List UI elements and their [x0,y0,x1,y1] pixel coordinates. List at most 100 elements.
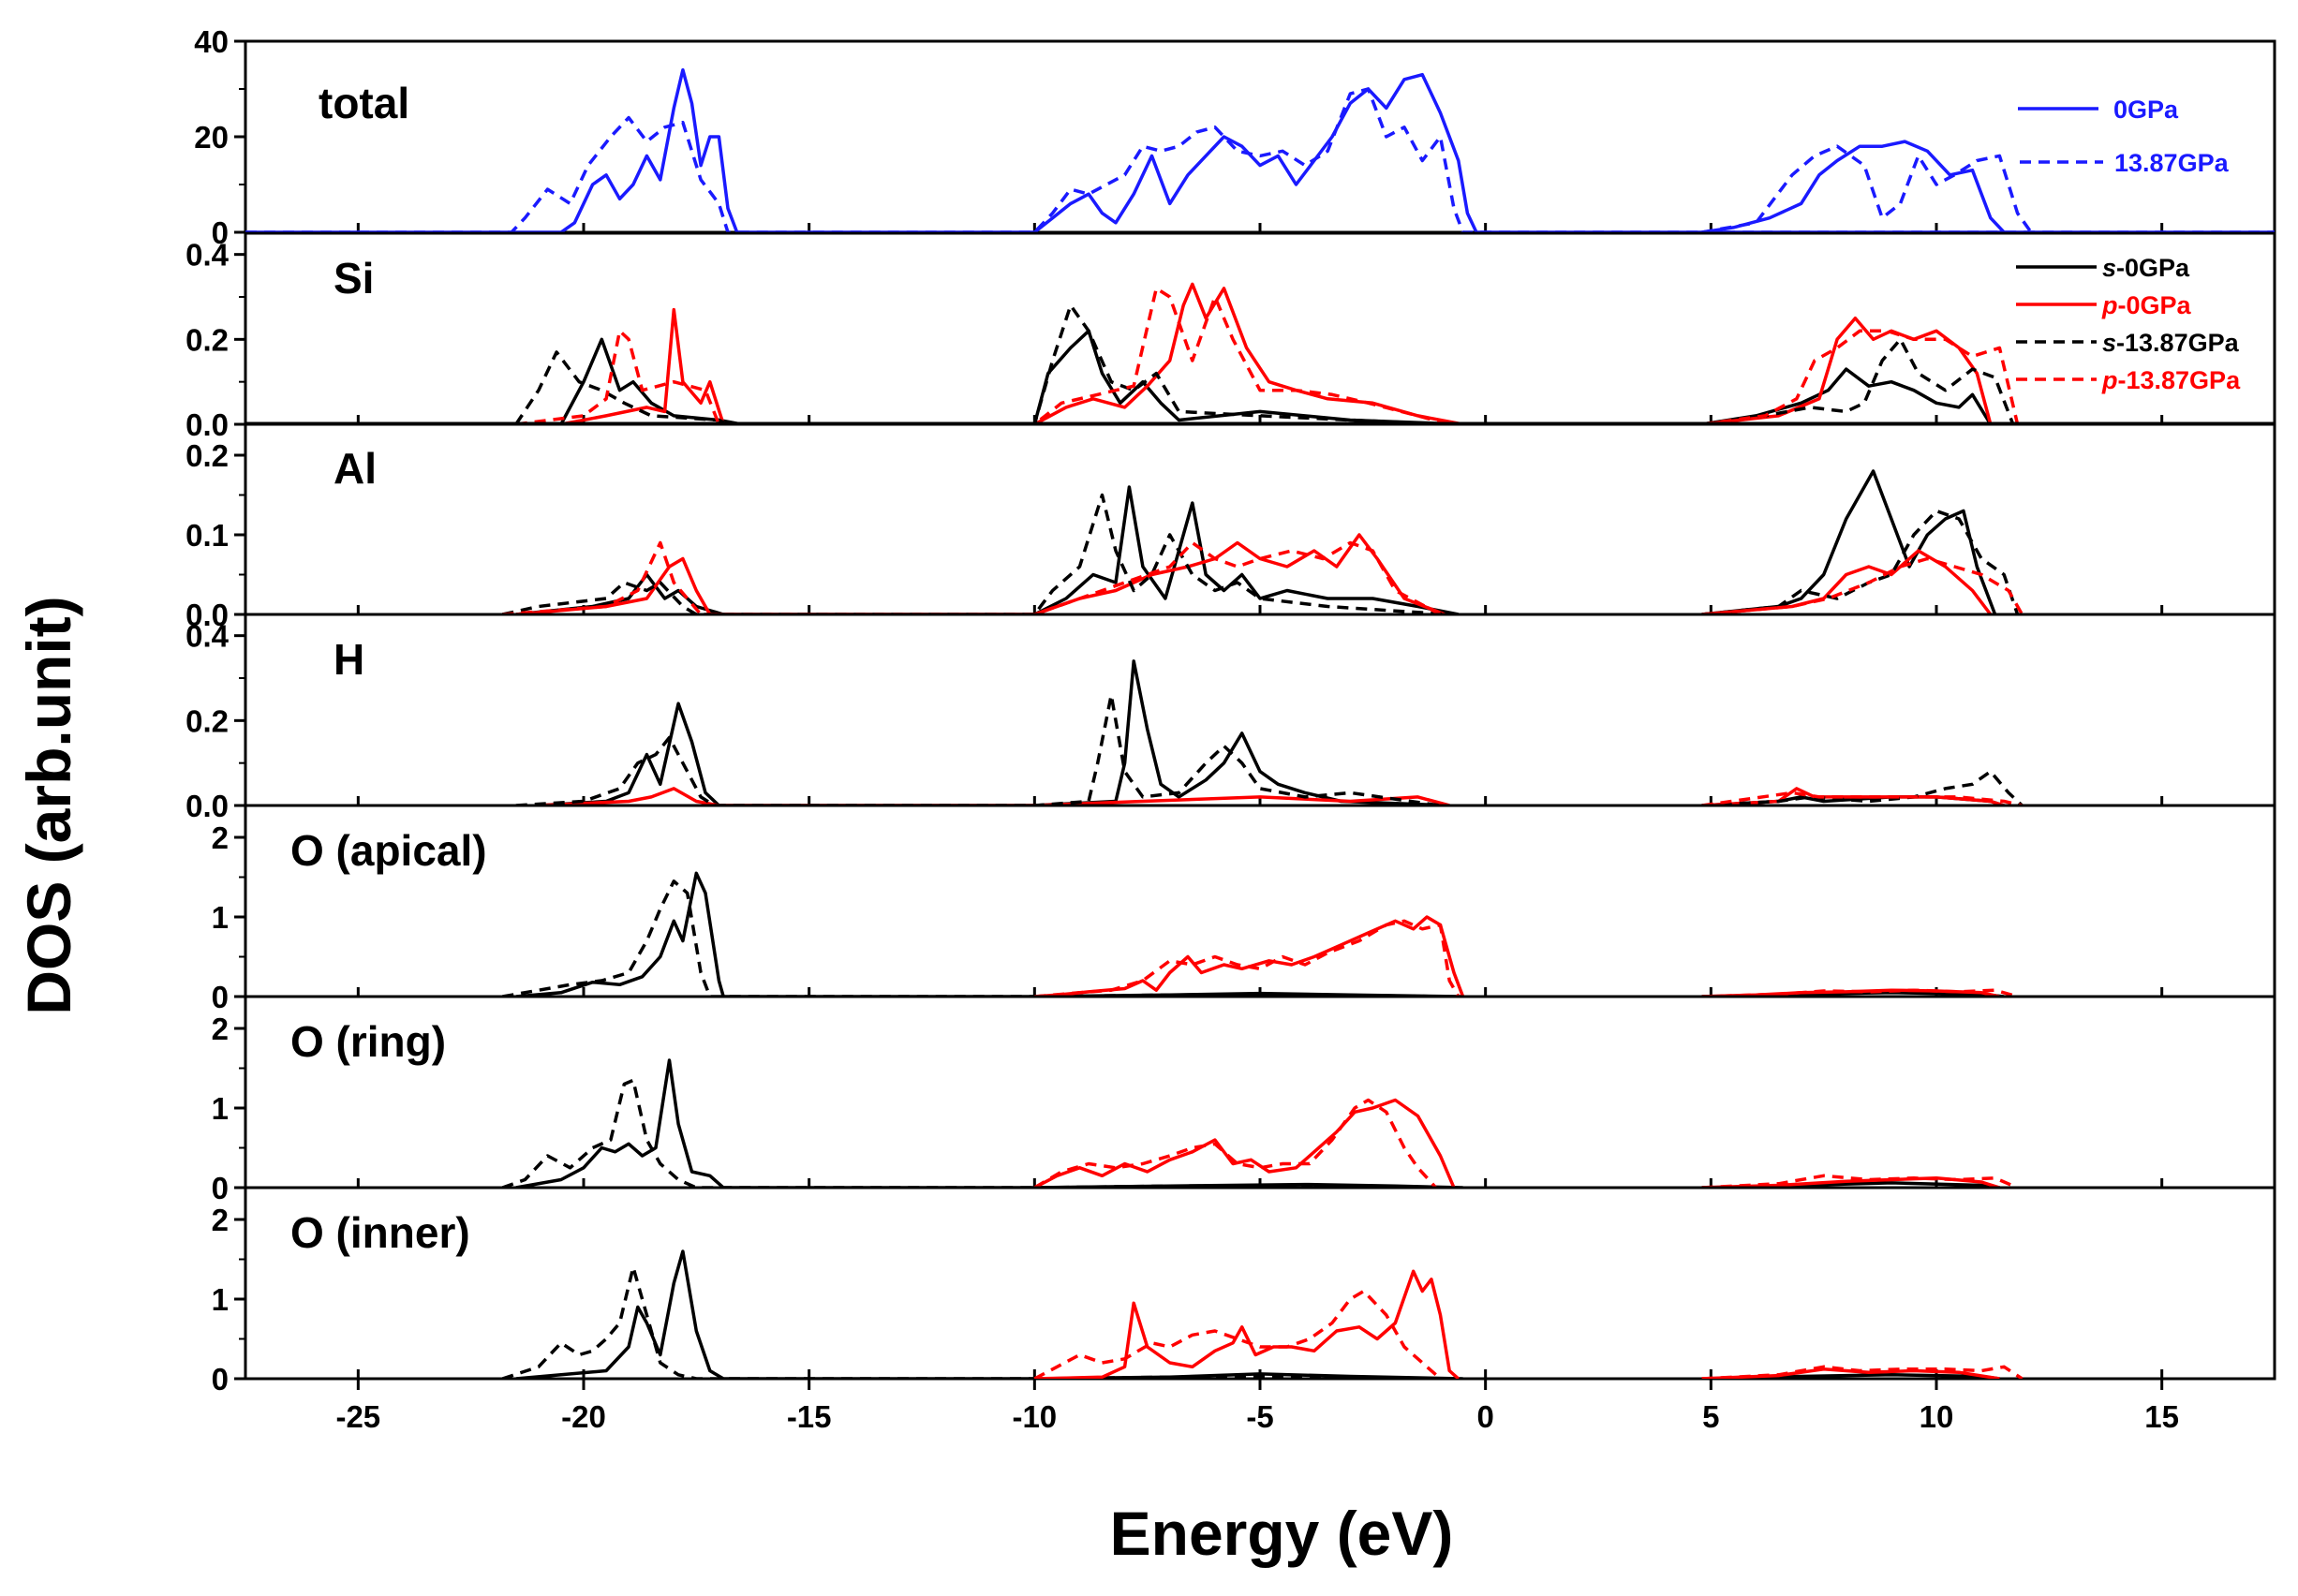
panel-label: Al [334,444,377,493]
x-tick-label: 15 [2144,1399,2179,1434]
series-p-13.87GPa [1701,791,2023,805]
y-axis-title: DOS (arb.unit) [14,596,83,1014]
panel-frame [244,1186,2276,1381]
panel-Al: 0.0 0.1 0.2 Al [185,421,2276,632]
series-s-13.87GPa [1701,509,2020,614]
y-tick-label: 0.4 [185,238,230,273]
series-s-13.87GPa [1701,337,2015,424]
panel-frame [244,421,2276,616]
legend-label: p-0GPa [2101,291,2192,319]
series-s-13.87GPa [514,303,1450,424]
y-tick-label: 20 [194,120,229,155]
legend-suffix: -13.87GPa [2118,366,2242,394]
series-s-0GPa [515,871,1463,997]
series-p-0GPa [515,533,1446,614]
series-p-0GPa [1034,915,1465,997]
y-tick-label: 2 [212,820,229,855]
series-0GPa [1701,140,2006,232]
series-s-13.87GPa [501,1265,1450,1379]
legend-prefix: s [2102,329,2116,357]
series-p-13.87GPa [1034,919,1460,997]
x-tick-label: -5 [1246,1399,1273,1434]
x-tick-label: -20 [561,1399,606,1434]
series-p-13.87GPa [515,287,1450,424]
series-group [501,1249,2024,1379]
x-tick-label: -15 [787,1399,832,1434]
series-s-0GPa [538,659,1450,805]
series-s-13.87GPa [501,1078,1450,1188]
y-tick-label: 0.1 [185,518,229,553]
panel-label: H [334,635,364,684]
series-group [502,871,2019,997]
series-p-13.87GPa [1701,329,2020,424]
y-tick-label: 0.4 [185,619,230,654]
y-tick-label: 1 [212,1091,229,1126]
series-p-13.87GPa [1033,1098,1437,1188]
x-axis: -25 -20 -15 -10 -5 0 5 10 15 [335,1379,2179,1434]
panel-frame [244,613,2276,807]
series-p-13.87GPa [1701,988,2019,997]
x-axis-title: Energy (eV) [1110,1499,1454,1568]
series-p-0GPa [1701,316,1993,424]
series-p-0GPa [560,282,1463,424]
legend-label: p-13.87GPa [2101,366,2241,394]
series-s-0GPa [515,1058,1463,1188]
series-s-13.87GPa [1701,769,2024,805]
series-p-0GPa [1701,549,1993,614]
panel-label: O (ring) [290,1017,446,1066]
series-group [502,469,2024,614]
panel-H: 0.0 0.2 0.4 H [185,613,2276,823]
x-tick-label: -25 [335,1399,380,1434]
legend-prefix: s [2102,254,2116,282]
series-p-13.87GPa [1701,1174,2019,1188]
y-tick-label: 0 [212,1362,229,1396]
panel-O-apical: 0 1 2 O (apical) [212,804,2276,1014]
panel-label: Si [334,254,374,303]
panel-frame [244,804,2276,998]
series-s-0GPa [559,329,1463,424]
series-s-13.87GPa [502,879,1450,997]
y-tick-label: 1 [212,900,229,935]
y-tick-label: 0.2 [185,703,229,738]
series-p-13.87GPa [1701,556,2024,614]
panel-O-ring: 0 1 2 O (ring) [212,995,2276,1205]
legend-prefix: p [2101,366,2118,394]
legend-label: s-13.87GPa [2102,329,2240,357]
panel-O-inner: 0 1 2 O (inner) [212,1186,2276,1396]
series-s-0GPa [1701,367,2275,424]
y-tick-label: 40 [194,24,229,59]
y-tick-label: 0.0 [185,598,229,632]
x-tick-label: 10 [1920,1399,1954,1434]
legend-label: s-0GPa [2102,254,2190,282]
y-tick-label: 0 [212,1171,229,1205]
panel-label: total [319,79,409,127]
legend-label: 13.87GPa [2114,149,2230,177]
panel-frame [244,995,2276,1190]
series-p-13.87GPa [1033,1289,1442,1379]
panel-label: O (inner) [290,1208,470,1257]
series-s-13.87GPa [502,493,1450,614]
series-p-13.87GPa [502,540,1442,614]
legend-suffix: -0GPa [2116,254,2190,282]
panel-total: 0 20 40 total 0GPa 13.87GPa [194,24,2276,250]
y-tick-label: 1 [212,1282,229,1317]
x-tick-label: 5 [1702,1399,1719,1434]
y-tick-label: 2 [212,1012,229,1046]
series-p-0GPa [1033,1098,1456,1188]
panel-label: O (apical) [290,826,487,875]
legend-prefix: p [2101,291,2118,319]
series-group [501,1058,2019,1188]
series-group [245,67,2275,232]
y-tick-label: 0.0 [185,407,229,442]
y-tick-label: 0 [212,215,229,250]
legend-label: 0GPa [2113,96,2179,124]
series-p-0GPa [1034,1269,1460,1379]
legend: 0GPa 13.87GPa [2018,96,2230,177]
series-s-13.87GPa [515,693,1441,805]
series-p-0GPa [538,787,1450,805]
y-tick-label: 2 [212,1203,229,1237]
x-tick-label: 0 [1476,1399,1493,1434]
